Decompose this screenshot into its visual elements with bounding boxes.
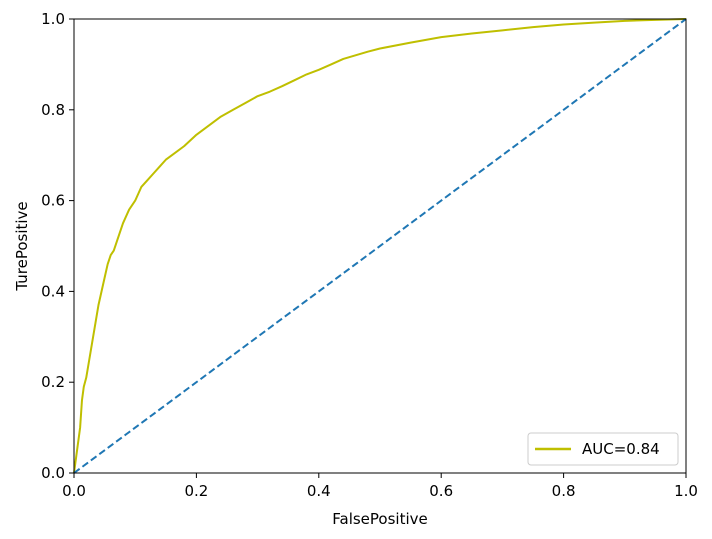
x-tick-label: 0.6	[429, 482, 453, 500]
y-tick-label: 0.2	[41, 373, 65, 391]
x-tick-label: 0.8	[552, 482, 576, 500]
roc-curve-line	[73, 18, 687, 474]
x-axis-label: FalsePositive	[332, 510, 427, 528]
x-tick-label: 1.0	[674, 482, 698, 500]
x-tick-label: 0.4	[307, 482, 331, 500]
y-axis-ticks: 0.0 0.2 0.4 0.6 0.8 1.0	[41, 10, 74, 482]
legend: AUC=0.84	[527, 432, 679, 466]
x-tick-label: 0.0	[62, 482, 86, 500]
plot-area-frame	[73, 18, 687, 474]
x-tick-label: 0.2	[184, 482, 208, 500]
series-layer	[73, 18, 687, 474]
y-tick-label: 0.4	[41, 282, 65, 300]
y-tick-label: 0.8	[41, 101, 65, 119]
y-tick-label: 0.0	[41, 464, 65, 482]
legend-label: AUC=0.84	[582, 440, 660, 458]
diagonal-reference-line	[73, 18, 687, 474]
y-tick-label: 1.0	[41, 10, 65, 28]
y-axis-label: TurePositive	[13, 201, 31, 291]
legend-frame	[527, 432, 679, 466]
x-axis-ticks: 0.0 0.2 0.4 0.6 0.8 1.0	[62, 473, 698, 500]
y-tick-label: 0.6	[41, 192, 65, 210]
